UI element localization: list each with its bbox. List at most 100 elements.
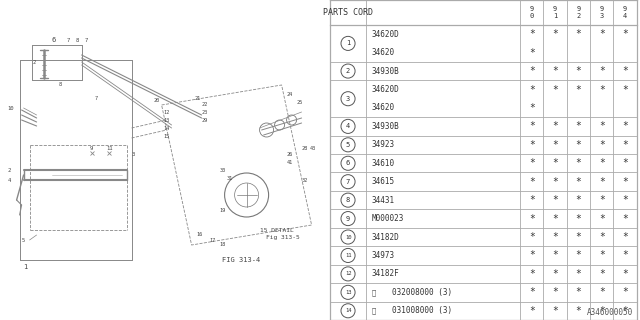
Text: *: * — [529, 140, 534, 150]
Text: *: * — [575, 29, 581, 39]
Text: *: * — [529, 195, 534, 205]
Text: 4: 4 — [8, 178, 11, 182]
Text: *: * — [575, 232, 581, 242]
Text: 6: 6 — [51, 37, 56, 43]
Text: *: * — [552, 213, 558, 224]
Text: 031008000 (3): 031008000 (3) — [392, 306, 452, 315]
Text: *: * — [575, 213, 581, 224]
Text: *: * — [599, 84, 605, 94]
Text: *: * — [622, 251, 628, 260]
Text: *: * — [622, 140, 628, 150]
Text: *: * — [622, 29, 628, 39]
Text: 34923: 34923 — [371, 140, 394, 149]
Text: 7: 7 — [346, 179, 350, 185]
Text: *: * — [552, 269, 558, 279]
Text: *: * — [622, 66, 628, 76]
Text: 13: 13 — [345, 290, 351, 295]
Text: 10: 10 — [345, 235, 351, 239]
Text: 6: 6 — [346, 160, 350, 166]
Text: *: * — [552, 195, 558, 205]
Text: 12: 12 — [345, 271, 351, 276]
Text: *: * — [552, 287, 558, 297]
Text: 2: 2 — [33, 60, 36, 66]
Text: 3: 3 — [132, 153, 135, 157]
Text: 15: 15 — [164, 133, 170, 139]
Text: *: * — [575, 177, 581, 187]
Text: *: * — [529, 29, 534, 39]
Text: *: * — [529, 177, 534, 187]
Text: *: * — [622, 306, 628, 316]
Text: 8: 8 — [59, 83, 61, 87]
Text: *: * — [575, 121, 581, 132]
Text: *: * — [575, 66, 581, 76]
Text: *: * — [599, 66, 605, 76]
Text: 4: 4 — [346, 124, 350, 129]
Text: *: * — [529, 66, 534, 76]
Text: *: * — [599, 251, 605, 260]
Text: *: * — [552, 177, 558, 187]
Text: 18: 18 — [220, 243, 226, 247]
Text: 9
0: 9 0 — [530, 6, 534, 19]
Text: 17: 17 — [209, 237, 216, 243]
Text: 24: 24 — [287, 92, 293, 98]
Text: 9: 9 — [346, 216, 350, 221]
Text: 43: 43 — [310, 146, 316, 150]
Text: *: * — [599, 269, 605, 279]
Text: *: * — [552, 29, 558, 39]
Text: 29: 29 — [202, 118, 208, 124]
Text: 22: 22 — [202, 102, 208, 108]
Text: *: * — [529, 269, 534, 279]
Text: *: * — [552, 84, 558, 94]
Text: 9
4: 9 4 — [623, 6, 627, 19]
Text: 14: 14 — [345, 308, 351, 313]
Text: 15 DETAIL: 15 DETAIL — [260, 228, 293, 233]
Text: *: * — [575, 84, 581, 94]
Text: *: * — [529, 213, 534, 224]
Text: 7: 7 — [67, 37, 70, 43]
Text: 34930B: 34930B — [371, 122, 399, 131]
Text: *: * — [552, 121, 558, 132]
Text: 7: 7 — [84, 37, 88, 43]
Text: 34615: 34615 — [371, 177, 394, 186]
Text: 14: 14 — [164, 125, 170, 131]
Text: Fig 313-5: Fig 313-5 — [266, 236, 300, 241]
Text: Ⓦ: Ⓦ — [371, 308, 376, 314]
Text: PARTS CORD: PARTS CORD — [323, 8, 373, 17]
Text: 41: 41 — [287, 161, 293, 165]
Text: *: * — [599, 287, 605, 297]
Text: *: * — [622, 195, 628, 205]
Text: *: * — [622, 121, 628, 132]
Text: 9
2: 9 2 — [576, 6, 580, 19]
Text: M000023: M000023 — [371, 214, 404, 223]
Text: 19: 19 — [220, 207, 226, 212]
Text: 10: 10 — [8, 106, 14, 110]
Text: 34930B: 34930B — [371, 67, 399, 76]
Text: *: * — [622, 177, 628, 187]
Text: 5: 5 — [22, 237, 25, 243]
Text: *: * — [599, 213, 605, 224]
Text: 34182F: 34182F — [371, 269, 399, 278]
Text: 34620D: 34620D — [371, 85, 399, 94]
Text: *: * — [529, 103, 534, 113]
Text: 9
3: 9 3 — [600, 6, 604, 19]
Text: *: * — [622, 213, 628, 224]
Text: 2: 2 — [346, 68, 350, 74]
Text: *: * — [575, 195, 581, 205]
Text: 9
1: 9 1 — [553, 6, 557, 19]
Text: 23: 23 — [202, 110, 208, 116]
Text: *: * — [599, 232, 605, 242]
Text: *: * — [552, 232, 558, 242]
Text: *: * — [622, 84, 628, 94]
Text: 34620D: 34620D — [371, 30, 399, 39]
Text: *: * — [599, 306, 605, 316]
Text: *: * — [552, 306, 558, 316]
Text: 1: 1 — [346, 40, 350, 46]
Text: 26: 26 — [287, 153, 293, 157]
Text: 34431: 34431 — [371, 196, 394, 205]
Text: 30: 30 — [220, 167, 226, 172]
Text: 34620: 34620 — [371, 103, 394, 112]
Text: 3: 3 — [346, 96, 350, 102]
Text: *: * — [599, 29, 605, 39]
Text: A346000050: A346000050 — [588, 308, 634, 317]
Text: *: * — [529, 232, 534, 242]
